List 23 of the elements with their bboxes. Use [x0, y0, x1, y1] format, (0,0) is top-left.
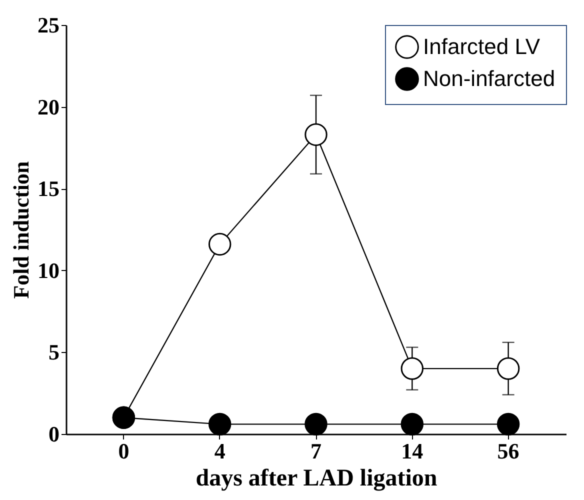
- legend-label: Infarcted LV: [423, 34, 540, 59]
- x-tick-label: 0: [118, 438, 130, 464]
- y-tick-label: 25: [38, 12, 60, 38]
- x-tick-label: 56: [497, 438, 520, 464]
- x-tick-label: 4: [214, 438, 226, 464]
- point: [496, 412, 520, 436]
- point: [496, 357, 520, 380]
- y-tick-label: 20: [38, 94, 60, 120]
- x-tick-label: 7: [310, 438, 322, 464]
- point: [208, 232, 232, 256]
- point: [304, 123, 328, 146]
- y-axis-title: Fold induction: [8, 161, 34, 299]
- y-tick-label: 0: [48, 422, 60, 446]
- x-axis-title: days after LAD ligation: [196, 466, 438, 492]
- point: [400, 412, 424, 436]
- legend-label: Non-infarcted: [423, 66, 556, 91]
- y-tick-label: 10: [38, 258, 60, 283]
- point: [400, 357, 424, 380]
- point: [304, 412, 328, 436]
- x-tick-label: 14: [401, 438, 424, 464]
- point: [208, 412, 232, 436]
- y-tick-label: 5: [48, 340, 60, 365]
- y-tick-label: 15: [38, 176, 60, 202]
